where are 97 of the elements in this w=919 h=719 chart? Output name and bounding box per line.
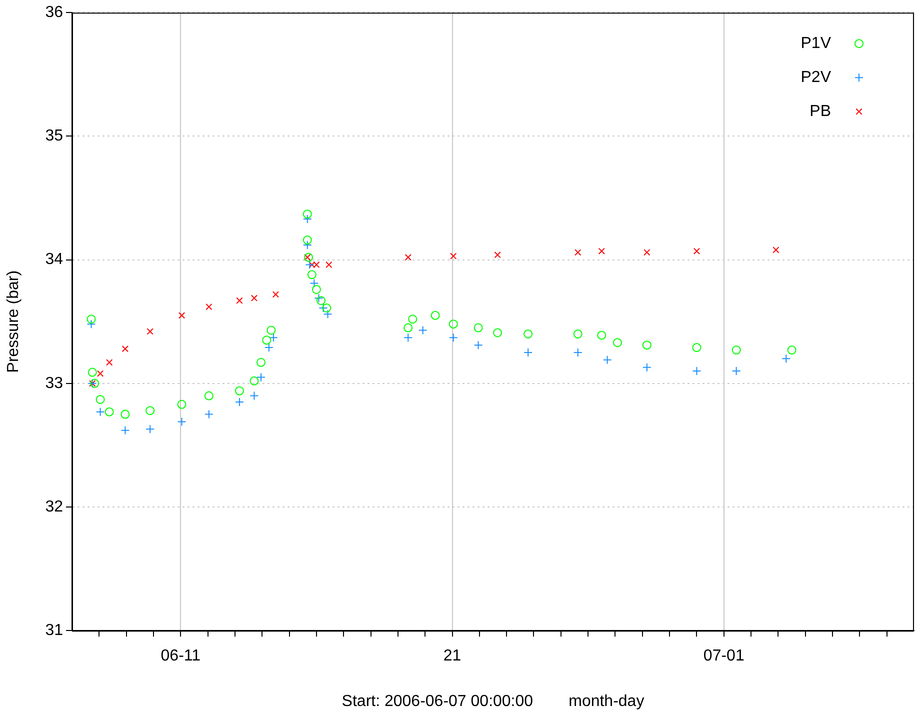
legend-label: P2V (800, 69, 832, 86)
point (642, 362, 652, 372)
x-tick-label: 07-01 (703, 648, 744, 665)
point (493, 328, 502, 338)
point (146, 406, 155, 416)
point (313, 261, 320, 268)
point (732, 366, 741, 376)
point (266, 326, 276, 335)
y-tick-label: 32 (45, 498, 64, 516)
point (120, 410, 130, 419)
point (256, 358, 266, 367)
point (573, 348, 582, 357)
point (120, 426, 130, 435)
point (573, 329, 582, 338)
x-tick-label: 21 (443, 648, 462, 665)
point (307, 270, 316, 280)
point (314, 294, 324, 303)
point (430, 310, 440, 320)
point (308, 261, 316, 268)
point (404, 333, 413, 342)
point (268, 333, 278, 342)
point (96, 394, 105, 404)
point (234, 397, 244, 406)
point (310, 278, 319, 288)
point (250, 376, 259, 386)
point (326, 261, 332, 268)
legend-label: PB (810, 103, 831, 120)
point (642, 340, 652, 350)
point (302, 236, 312, 245)
point (177, 417, 186, 426)
point (262, 336, 272, 345)
point (177, 400, 186, 409)
point (104, 407, 114, 416)
point (524, 329, 533, 338)
point (304, 254, 311, 261)
point (234, 386, 244, 396)
point (316, 296, 326, 306)
point (404, 254, 412, 261)
point (494, 252, 501, 258)
point (782, 354, 791, 364)
point (305, 260, 314, 270)
point (250, 294, 258, 302)
point (204, 410, 214, 419)
point (256, 372, 266, 382)
point (86, 314, 96, 324)
point (474, 323, 483, 332)
point (448, 320, 458, 329)
point (450, 252, 457, 260)
point (86, 320, 96, 329)
point (302, 240, 312, 250)
point (88, 368, 97, 377)
point (178, 312, 186, 319)
point (692, 366, 702, 376)
x-tick-label: 06-11 (160, 648, 201, 665)
point (574, 249, 582, 256)
point (96, 407, 105, 416)
point (236, 297, 243, 304)
point (732, 346, 741, 355)
point (250, 391, 259, 400)
point (264, 343, 274, 352)
point (146, 424, 155, 434)
point (106, 359, 113, 366)
y-tick-label: 36 (45, 4, 64, 22)
point (772, 246, 780, 254)
point (448, 333, 458, 342)
point (146, 328, 154, 335)
point (302, 214, 312, 224)
point (404, 323, 413, 332)
point (597, 330, 606, 340)
x-axis-title: Start: 2006-06-07 00:00:00 month-day (342, 692, 644, 710)
point (612, 338, 622, 348)
point (692, 343, 702, 352)
point (122, 345, 129, 352)
y-tick-label: 31 (45, 622, 64, 640)
point (90, 378, 100, 388)
point (204, 391, 214, 400)
point (408, 314, 418, 324)
point (644, 249, 650, 256)
point (693, 248, 700, 254)
point (206, 303, 212, 310)
point (602, 355, 612, 364)
point (322, 304, 332, 313)
point (302, 210, 312, 219)
point (524, 348, 533, 357)
point (598, 248, 605, 254)
point (96, 370, 104, 377)
point (304, 252, 314, 262)
y-axis-title: Pressure (bar) (5, 270, 22, 373)
point (418, 326, 428, 335)
y-tick-label: 33 (45, 374, 64, 392)
point (312, 284, 321, 294)
point (272, 291, 280, 298)
legend-label: P1V (800, 35, 832, 52)
point (474, 340, 483, 350)
y-tick-label: 35 (45, 128, 64, 145)
point (787, 346, 796, 355)
y-tick-label: 34 (45, 251, 64, 268)
